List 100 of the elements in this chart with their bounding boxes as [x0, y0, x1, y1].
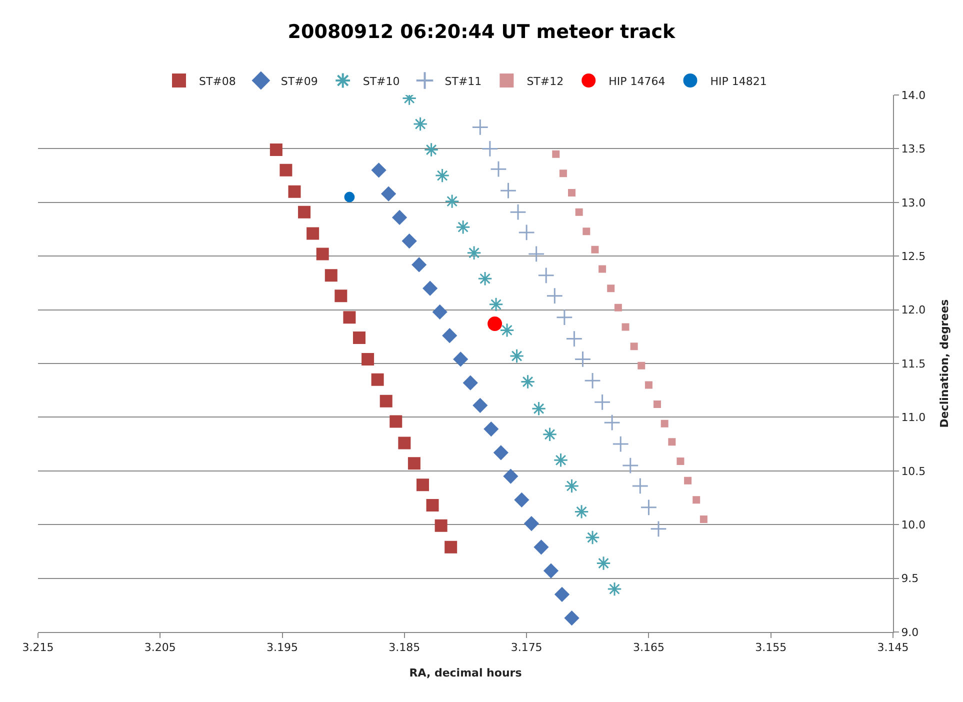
point: [392, 210, 407, 225]
point: [632, 477, 649, 494]
point: [510, 204, 526, 221]
point: [654, 400, 662, 408]
y-tick-label: 12.0: [901, 304, 926, 317]
point: [434, 519, 448, 532]
point: [444, 194, 460, 209]
legend-label: ST#10: [362, 74, 400, 88]
point: [456, 220, 470, 234]
y-tick-label: 10.5: [901, 464, 926, 478]
point: [612, 436, 630, 452]
y-tick-label: 14.0: [901, 88, 926, 102]
legend-label: ST#08: [199, 74, 236, 88]
point: [598, 265, 606, 273]
point: [488, 316, 502, 332]
point: [500, 322, 514, 338]
point: [584, 372, 601, 390]
point: [566, 330, 583, 348]
point: [607, 582, 622, 596]
y-tick-label: 10.0: [901, 518, 926, 532]
point: [585, 530, 600, 545]
point: [514, 492, 529, 508]
point: [520, 374, 536, 390]
legend-label: HIP 14764: [608, 74, 666, 88]
point: [402, 234, 417, 248]
point: [500, 182, 517, 200]
point: [607, 284, 615, 292]
point: [372, 162, 386, 178]
point: [591, 246, 599, 254]
point: [582, 228, 590, 236]
x-tick-label: 3.145: [877, 641, 909, 654]
point: [490, 160, 507, 178]
y-tick-label: 9.5: [901, 572, 919, 586]
point: [518, 224, 536, 241]
y-tick-label: 13.5: [901, 142, 926, 156]
point: [494, 445, 508, 460]
x-tick-label: 3.175: [510, 641, 542, 654]
point: [604, 414, 621, 432]
point: [546, 287, 564, 304]
point: [622, 457, 639, 474]
point: [280, 164, 292, 176]
point: [484, 422, 498, 436]
point: [668, 438, 676, 446]
point: [564, 610, 580, 626]
point: [472, 118, 489, 136]
point: [444, 540, 458, 554]
point: [472, 398, 488, 413]
y-axis-title: Declination, degrees: [938, 298, 951, 428]
x-tick-label: 3.205: [144, 641, 176, 654]
point: [660, 420, 668, 428]
x-tick-label: 3.155: [755, 641, 787, 654]
point: [408, 457, 420, 470]
x-tick-label: 3.185: [388, 641, 420, 654]
point: [692, 496, 700, 504]
point: [542, 427, 558, 442]
point: [390, 415, 402, 428]
point: [524, 516, 539, 531]
point: [564, 478, 580, 494]
point: [488, 297, 504, 312]
point: [676, 457, 684, 465]
point: [531, 401, 546, 416]
point: [630, 342, 638, 350]
point: [638, 362, 646, 370]
point: [596, 556, 611, 571]
point: [528, 246, 545, 262]
point: [650, 520, 667, 538]
point: [554, 587, 570, 602]
point: [575, 208, 583, 216]
point: [316, 248, 329, 260]
legend-label: ST#11: [444, 74, 482, 88]
point: [416, 478, 429, 492]
point: [288, 185, 301, 198]
point: [644, 381, 652, 389]
point: [481, 140, 498, 158]
point: [509, 348, 524, 364]
point: [422, 281, 438, 296]
point: [684, 476, 692, 484]
legend-label: ST#09: [280, 74, 318, 88]
point: [700, 515, 708, 523]
point: [343, 311, 356, 324]
point: [503, 469, 518, 484]
y-tick-label: 12.5: [901, 250, 926, 263]
point: [544, 564, 558, 578]
point: [424, 142, 439, 158]
legend-label: ST#12: [526, 74, 564, 88]
y-tick-label: 11.5: [901, 357, 926, 370]
point: [381, 186, 396, 202]
point: [574, 504, 589, 520]
x-tick-label: 3.195: [266, 641, 298, 654]
point: [538, 266, 555, 284]
point: [478, 271, 492, 286]
point: [556, 308, 573, 326]
point: [434, 168, 450, 183]
point: [466, 246, 482, 260]
x-axis-title: RA, decimal hours: [409, 666, 522, 680]
legend-label: HIP 14821: [710, 74, 767, 88]
point: [614, 304, 622, 312]
point: [344, 192, 355, 202]
point: [640, 498, 658, 516]
point: [594, 394, 611, 411]
